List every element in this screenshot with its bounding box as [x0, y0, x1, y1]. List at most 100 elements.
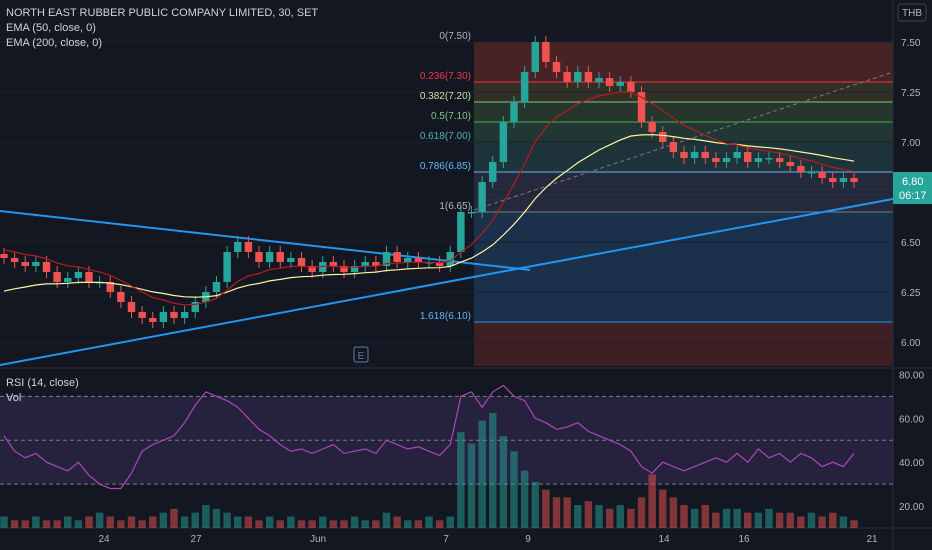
candle-body	[552, 62, 561, 72]
volume-bar	[765, 508, 773, 528]
candle-body	[499, 122, 508, 162]
candle-body	[138, 312, 146, 318]
volume-bar	[53, 520, 61, 528]
volume-bar	[818, 516, 826, 528]
fib-level-label: 0.786(6.85)	[420, 161, 471, 172]
candle-body	[584, 72, 593, 82]
price-axis[interactable]: 7.507.257.006.756.506.256.0080.0060.0040…	[899, 38, 924, 513]
candle-body	[361, 262, 369, 266]
currency-label: THB	[902, 8, 922, 19]
volume-bar	[701, 505, 709, 528]
volume-bar	[393, 516, 401, 528]
candle-body	[616, 82, 624, 86]
earnings-marker[interactable]: E	[353, 346, 369, 363]
trendlines[interactable]	[0, 71, 894, 366]
candle-body	[605, 78, 614, 86]
volume-bar	[605, 508, 614, 528]
candle-body	[212, 282, 221, 292]
candle-body	[414, 258, 423, 262]
candle-body	[627, 82, 635, 92]
time-tick-label: 14	[658, 534, 670, 545]
volume-bar	[265, 516, 274, 528]
volume-bar	[42, 520, 51, 528]
ema50-legend[interactable]: EMA (50, close, 0)	[6, 22, 96, 34]
candle-body	[531, 42, 539, 72]
price-tick-label: 6.50	[901, 238, 921, 249]
candle-body	[489, 162, 497, 182]
candle-body	[659, 132, 667, 142]
volume-bar	[754, 512, 763, 528]
time-tick-label: 27	[190, 534, 202, 545]
fib-zone-band	[474, 322, 893, 366]
candle-body	[807, 172, 816, 174]
fibonacci-labels: 0(7.50) 0.236(7.30) 0.382(7.20) 0.5(7.10) 0.…	[420, 31, 471, 322]
volume-bar	[669, 497, 678, 528]
volume-bar	[637, 497, 646, 528]
volume-bar	[520, 470, 529, 528]
volume-bar	[542, 489, 550, 528]
candle-body	[159, 312, 168, 322]
volume-bar	[276, 520, 284, 528]
price-tick-label: 6.25	[901, 288, 921, 299]
volume-bar	[244, 516, 253, 528]
volume-bar	[170, 508, 178, 528]
vol-title[interactable]: Vol	[6, 392, 22, 404]
fibonacci-retracement[interactable]	[474, 41, 893, 366]
time-axis[interactable]: 24 27 Jun 7 9 14 16 21	[98, 534, 878, 545]
descending-trendline[interactable]	[0, 210, 531, 271]
candle-body	[329, 262, 338, 266]
time-tick-label: 9	[525, 534, 531, 545]
rsi-panel	[0, 384, 893, 528]
candle-body	[457, 212, 465, 252]
volume-bar	[659, 489, 667, 528]
volume-bar	[32, 516, 40, 528]
fib-dashed-trendline[interactable]	[473, 71, 894, 211]
volume-bar	[202, 505, 210, 528]
candle-body	[637, 92, 646, 122]
candle-body	[191, 302, 199, 312]
volume-bar	[680, 505, 688, 528]
volume-bar	[616, 505, 624, 528]
candle-body	[690, 152, 699, 158]
volume-bar	[457, 432, 465, 528]
ascending-trendline[interactable]	[0, 198, 894, 366]
candle-body	[829, 178, 837, 182]
time-tick-label: Jun	[310, 534, 326, 545]
volume-bar	[180, 516, 189, 528]
candle-body	[712, 158, 720, 162]
candle-body	[74, 272, 83, 278]
candle-body	[180, 312, 189, 318]
candle-body	[680, 152, 688, 158]
volume-bar	[10, 520, 19, 528]
ema200-legend[interactable]: EMA (200, close, 0)	[6, 37, 102, 49]
time-tick-label: 16	[738, 534, 750, 545]
chart-legend: NORTH EAST RUBBER PUBLIC COMPANY LIMITED…	[6, 6, 318, 51]
volume-bar	[499, 436, 508, 528]
rsi-title[interactable]: RSI (14, close)	[6, 377, 79, 389]
volume-bar	[478, 420, 486, 528]
volume-bar	[446, 516, 454, 528]
volume-bar	[552, 497, 561, 528]
candle-body	[467, 212, 476, 214]
volume-bar	[510, 451, 518, 528]
volume-bar	[74, 520, 83, 528]
rsi-tick-label: 20.00	[899, 502, 924, 513]
symbol-title[interactable]: NORTH EAST RUBBER PUBLIC COMPANY LIMITED…	[6, 7, 319, 19]
candle-body	[297, 258, 306, 266]
volume-bar	[850, 520, 858, 528]
candlestick-series	[0, 36, 858, 328]
candle-body	[478, 182, 486, 212]
candle-body	[595, 78, 603, 82]
candle-body	[542, 42, 550, 62]
price-tick-label: 7.25	[901, 88, 921, 99]
bar-countdown: 06:17	[899, 190, 927, 202]
candle-body	[765, 158, 773, 160]
volume-bar	[297, 520, 306, 528]
fib-level-label: 0.618(7.00)	[420, 131, 471, 142]
currency-badge[interactable]: THB	[897, 3, 927, 22]
candle-body	[340, 266, 348, 272]
candle-body	[149, 318, 157, 322]
volume-bar	[308, 520, 316, 528]
volume-bar	[690, 508, 699, 528]
